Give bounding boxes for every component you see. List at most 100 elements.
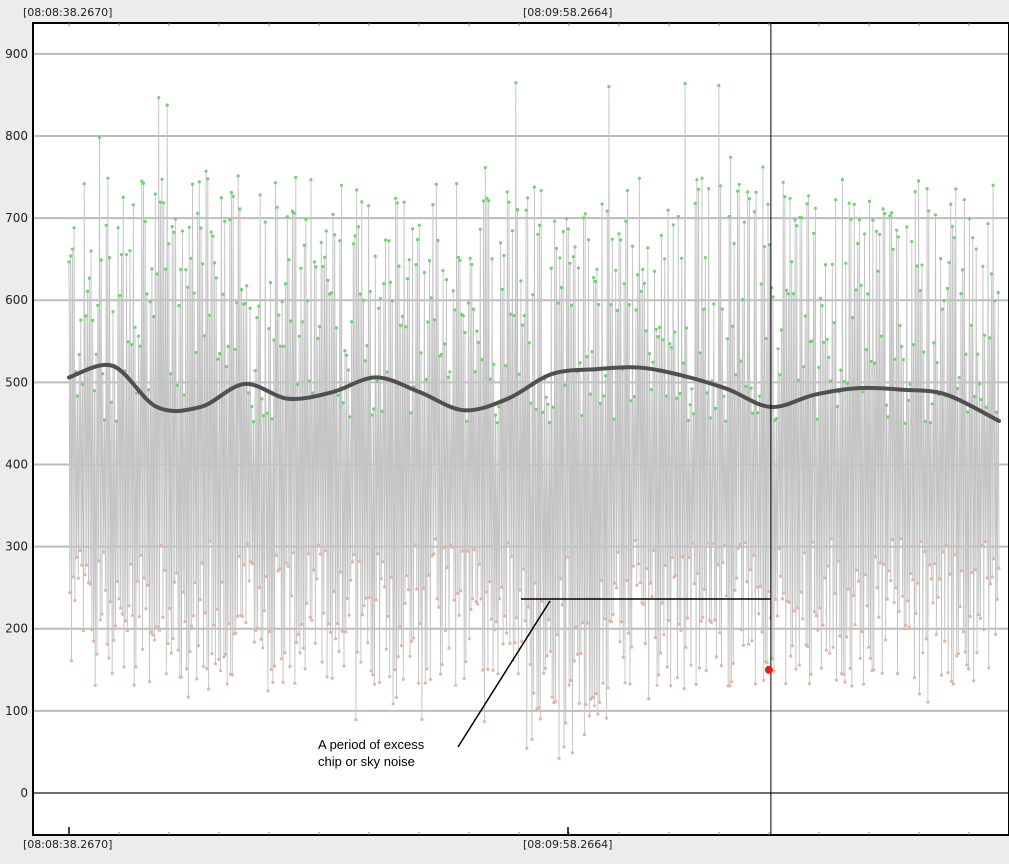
high-sample-point	[292, 211, 296, 215]
high-sample-point	[598, 401, 603, 406]
low-sample-point	[452, 598, 456, 602]
low-sample-point	[398, 625, 402, 629]
high-sample-point	[981, 264, 985, 268]
high-sample-point	[933, 213, 938, 217]
high-sample-point	[228, 218, 232, 222]
high-sample-point	[680, 256, 684, 260]
low-sample-point	[174, 571, 179, 575]
high-sample-point	[693, 201, 697, 205]
low-sample-point	[731, 661, 735, 666]
high-sample-point	[482, 199, 486, 203]
low-sample-point	[548, 649, 553, 654]
low-sample-point	[203, 611, 207, 615]
high-sample-point	[275, 205, 279, 209]
high-sample-point	[634, 308, 638, 312]
high-sample-point	[734, 373, 738, 377]
high-sample-point	[162, 201, 166, 205]
high-sample-point	[883, 212, 887, 216]
high-sample-point	[544, 395, 548, 399]
low-sample-point	[829, 537, 834, 541]
low-sample-point	[530, 737, 534, 741]
high-sample-point	[295, 383, 300, 387]
low-sample-point	[630, 645, 634, 649]
high-sample-point	[253, 369, 257, 373]
low-sample-point	[457, 613, 461, 618]
low-sample-point	[983, 539, 988, 544]
high-sample-point	[813, 206, 818, 210]
low-sample-point	[904, 623, 908, 627]
high-sample-point	[888, 214, 892, 218]
high-sample-point	[859, 283, 863, 287]
high-sample-point	[719, 184, 723, 188]
high-sample-point	[390, 299, 394, 303]
high-sample-point	[939, 257, 943, 261]
high-sample-point	[690, 387, 694, 391]
low-sample-point	[677, 622, 681, 626]
high-sample-point	[942, 299, 946, 303]
low-sample-point	[862, 682, 866, 686]
y-tick-label: 200	[5, 622, 28, 636]
high-sample-point	[862, 232, 867, 236]
high-sample-point	[632, 395, 636, 399]
high-sample-point	[182, 393, 186, 397]
low-sample-point	[716, 563, 720, 567]
low-sample-point	[157, 628, 162, 632]
low-sample-point	[560, 603, 564, 607]
low-sample-point	[508, 641, 512, 646]
high-sample-point	[226, 344, 230, 348]
high-sample-point	[287, 258, 291, 262]
low-sample-point	[159, 543, 163, 547]
high-sample-point	[903, 421, 907, 425]
low-sample-point	[914, 611, 918, 616]
high-sample-point	[69, 254, 73, 258]
low-sample-point	[146, 583, 150, 587]
low-sample-point	[987, 666, 991, 670]
high-sample-point	[140, 179, 144, 183]
low-sample-point	[388, 675, 392, 679]
low-sample-point	[762, 678, 766, 682]
high-sample-point	[595, 267, 599, 271]
high-sample-point	[756, 411, 760, 415]
high-sample-point	[493, 413, 498, 417]
low-sample-point	[510, 554, 514, 558]
low-sample-point	[645, 567, 649, 571]
low-sample-point	[305, 601, 309, 606]
low-sample-point	[636, 562, 641, 566]
high-sample-point	[805, 202, 809, 206]
high-sample-point	[553, 219, 557, 223]
high-sample-point	[955, 386, 960, 391]
low-sample-point	[440, 663, 444, 667]
high-sample-point	[209, 230, 213, 234]
high-sample-point	[803, 314, 807, 318]
low-sample-point	[271, 680, 275, 685]
high-sample-point	[414, 263, 418, 267]
high-sample-point	[133, 325, 137, 329]
low-sample-point	[413, 543, 417, 547]
high-sample-point	[507, 200, 511, 204]
low-sample-point	[491, 668, 495, 672]
high-sample-point	[273, 181, 278, 185]
low-sample-point	[130, 613, 135, 618]
low-sample-point	[340, 629, 344, 633]
high-sample-point	[949, 202, 953, 206]
time-cursor[interactable]	[764, 23, 773, 835]
low-sample-point	[655, 683, 659, 687]
high-sample-point	[446, 375, 450, 379]
low-sample-point	[598, 700, 602, 705]
high-sample-point	[600, 202, 604, 206]
low-sample-point	[293, 681, 297, 685]
high-sample-point	[485, 196, 489, 200]
low-sample-point	[147, 680, 151, 684]
low-sample-point	[364, 596, 368, 600]
low-sample-point	[931, 601, 935, 605]
high-sample-point	[549, 266, 553, 270]
high-sample-point	[534, 407, 538, 411]
low-sample-point	[422, 586, 426, 591]
low-sample-point	[609, 620, 614, 624]
high-sample-point	[411, 227, 415, 231]
low-sample-point	[190, 624, 194, 628]
high-sample-point	[471, 307, 476, 311]
low-sample-point	[415, 587, 419, 591]
low-sample-point	[215, 607, 219, 611]
